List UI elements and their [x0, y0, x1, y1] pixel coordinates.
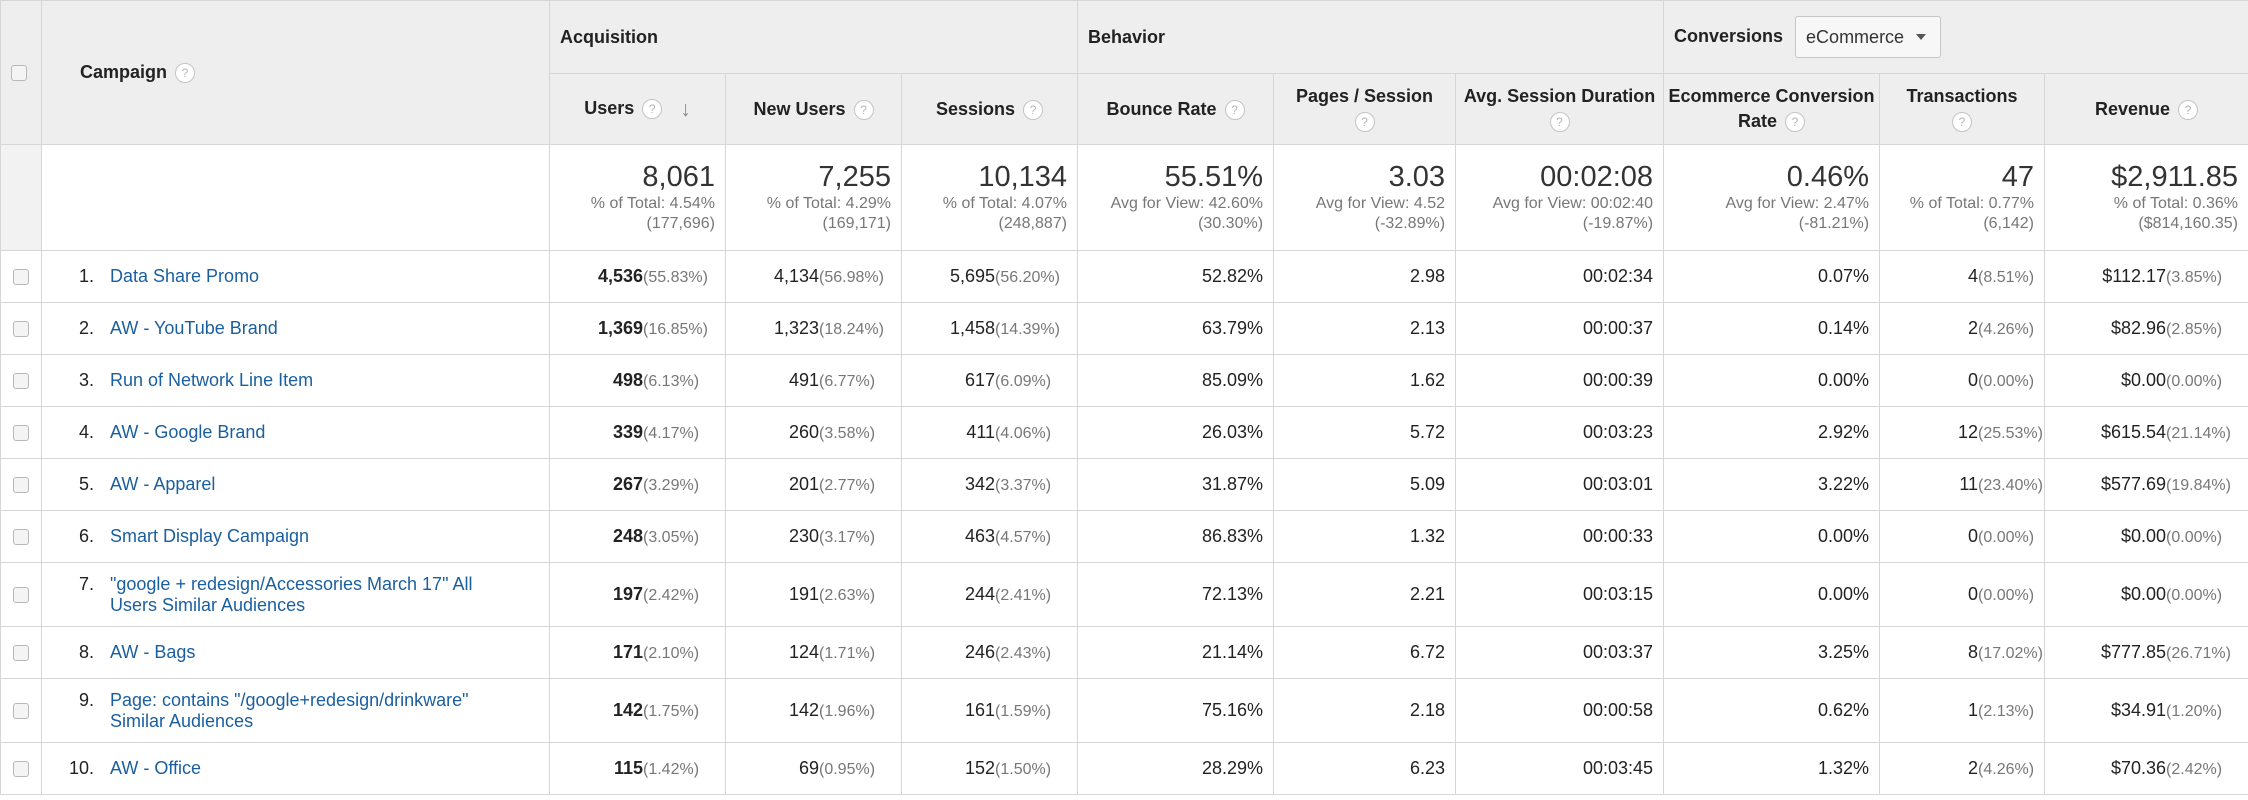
column-header-transactions[interactable]: Transactions?	[1879, 73, 2046, 145]
row-index: 5.	[78, 474, 94, 494]
row-index: 3.	[78, 370, 94, 390]
behavior-group-header: Behavior	[1077, 0, 1665, 74]
table-row: 3. Run of Network Line Item 498(6.13%) 491(…	[0, 354, 2248, 407]
row-index: 8.	[78, 642, 94, 662]
row-checkbox[interactable]	[13, 477, 29, 494]
row-index: 6.	[78, 526, 94, 546]
total-sessions: 10,134% of Total: 4.07% (248,887)	[900, 144, 1079, 251]
column-header-new-users[interactable]: New Users?	[725, 73, 902, 145]
column-header-ecommerce-conversion-rate[interactable]: Ecommerce Conversion Rate?	[1663, 73, 1881, 145]
table-row: 10. AW - Office 115(1.42%) 69(0.95%) 152(1.5…	[0, 742, 2248, 795]
campaign-link[interactable]: Smart Display Campaign	[110, 526, 310, 546]
acquisition-group-header: Acquisition	[548, 0, 1079, 74]
help-icon[interactable]: ?	[1549, 112, 1570, 133]
help-icon[interactable]: ?	[2178, 99, 2199, 120]
help-icon[interactable]: ?	[1023, 99, 1044, 120]
table-row: 2. AW - YouTube Brand 1,369(16.85%) 1,323(1…	[0, 302, 2248, 355]
campaign-link[interactable]: Run of Network Line Item	[110, 370, 314, 390]
campaign-link[interactable]: Page: contains "/google+redesign/drinkwa…	[110, 689, 469, 731]
campaign-header[interactable]: Campaign?	[41, 0, 550, 145]
total-bounce-rate: 55.51% Avg for View: 42.60% (30.30%)	[1077, 144, 1275, 251]
row-index: 10.	[68, 758, 94, 778]
help-icon[interactable]: ?	[853, 99, 874, 120]
campaign-link[interactable]: "google + redesign/Accessories March 17"…	[110, 573, 473, 615]
conversion-type-select[interactable]: eCommerce	[1795, 16, 1942, 58]
table-row: 6. Smart Display Campaign 248(3.05%) 230(3.…	[0, 510, 2248, 563]
campaign-link[interactable]: Data Share Promo	[110, 266, 260, 286]
totals-row: 8,061% of Total: 4.54% (177,696) 7,255% o…	[0, 144, 2248, 251]
help-icon[interactable]: ?	[1354, 112, 1375, 133]
row-checkbox[interactable]	[13, 703, 29, 720]
column-header-revenue[interactable]: Revenue?	[2044, 73, 2248, 145]
column-header-bounce-rate[interactable]: Bounce Rate?	[1077, 73, 1275, 145]
conversions-group-header: Conversions eCommerce	[1663, 0, 2248, 74]
row-index: 1.	[78, 266, 94, 286]
row-index: 2.	[78, 318, 94, 338]
help-icon[interactable]: ?	[1785, 112, 1806, 133]
total-conversion-rate: 0.46% Avg for View: 2.47% (-81.21%)	[1663, 144, 1881, 251]
dropdown-caret-icon	[1916, 34, 1927, 40]
row-checkbox[interactable]	[13, 373, 29, 390]
row-index: 7.	[78, 573, 94, 594]
row-index: 9.	[78, 689, 94, 710]
sort-descending-icon[interactable]: ↓	[680, 97, 691, 121]
total-users: 8,061% of Total: 4.54% (177,696)	[549, 144, 726, 251]
row-checkbox[interactable]	[13, 321, 29, 338]
column-header-users[interactable]: Users? ↓	[549, 73, 726, 145]
table-row: 5. AW - Apparel 267(3.29%) 201(2.77%) 342(3.…	[0, 458, 2248, 511]
help-icon[interactable]: ?	[175, 63, 196, 84]
row-checkbox[interactable]	[13, 269, 29, 286]
column-header-sessions[interactable]: Sessions?	[900, 73, 1079, 145]
row-checkbox[interactable]	[13, 645, 29, 662]
row-checkbox[interactable]	[13, 587, 29, 604]
table-row: 1. Data Share Promo 4,536(55.83%) 4,134(56.…	[0, 250, 2248, 303]
table-row: 9. Page: contains "/google+redesign/drink…	[0, 678, 2248, 743]
campaign-link[interactable]: AW - Bags	[110, 642, 196, 662]
select-all-cell	[0, 0, 42, 145]
row-checkbox[interactable]	[13, 529, 29, 546]
total-new-users: 7,255% of Total: 4.29% (169,171)	[725, 144, 902, 251]
campaign-link[interactable]: AW - Google Brand	[110, 422, 266, 442]
total-avg-session-duration: 00:02:08 Avg for View: 00:02:40 (-19.87%)	[1455, 144, 1665, 251]
select-all-checkbox[interactable]	[11, 65, 27, 82]
table-row: 8. AW - Bags 171(2.10%) 124(1.71%) 246(2.43%…	[0, 626, 2248, 679]
total-transactions: 47% of Total: 0.77% (6,142)	[1879, 144, 2046, 251]
help-icon[interactable]: ?	[1224, 99, 1245, 120]
column-header-pages-session[interactable]: Pages / Session?	[1273, 73, 1457, 145]
row-checkbox[interactable]	[13, 425, 29, 442]
table-row: 4. AW - Google Brand 339(4.17%) 260(3.58%) 4…	[0, 406, 2248, 459]
campaign-link[interactable]: AW - Apparel	[110, 474, 216, 494]
campaign-link[interactable]: AW - Office	[110, 758, 202, 778]
column-header-avg-session-duration[interactable]: Avg. Session Duration?	[1455, 73, 1665, 145]
table-row: 7. "google + redesign/Accessories March 1…	[0, 562, 2248, 627]
help-icon[interactable]: ?	[642, 99, 663, 120]
campaign-link[interactable]: AW - YouTube Brand	[110, 318, 278, 338]
row-index: 4.	[78, 422, 94, 442]
total-pages-session: 3.03 Avg for View: 4.52 (-32.89%)	[1273, 144, 1457, 251]
total-revenue: $2,911.85% of Total: 0.36% ($814,160.35)	[2044, 144, 2248, 251]
help-icon[interactable]: ?	[1952, 112, 1973, 133]
row-checkbox[interactable]	[13, 761, 29, 778]
